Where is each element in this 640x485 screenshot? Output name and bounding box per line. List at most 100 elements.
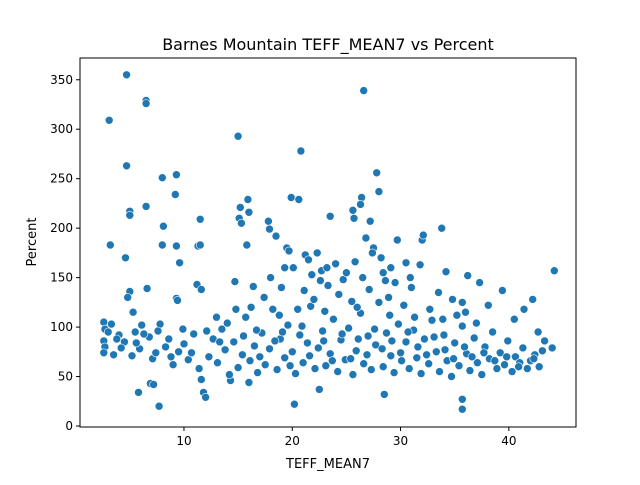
data-point-140 (253, 368, 262, 377)
data-point-292 (376, 253, 386, 263)
data-point-245 (403, 327, 413, 337)
data-point-101 (154, 401, 164, 411)
data-point-170 (366, 365, 376, 374)
data-point-160 (329, 314, 338, 324)
data-point-127 (194, 364, 204, 373)
data-point-231 (278, 327, 287, 337)
y-tick-label-0: 0 (65, 419, 73, 433)
data-point-277 (472, 318, 481, 328)
data-point-34 (159, 221, 168, 231)
data-point-53 (441, 267, 451, 277)
data-point-20 (294, 195, 304, 204)
data-point-59 (549, 266, 559, 276)
data-point-250 (449, 354, 458, 364)
data-point-186 (427, 315, 437, 325)
data-point-206 (503, 336, 513, 346)
data-point-172 (374, 298, 384, 307)
data-point-71 (307, 270, 317, 280)
data-point-4 (122, 161, 131, 171)
data-point-247 (422, 350, 431, 360)
data-point-164 (344, 323, 353, 333)
data-point-229 (255, 352, 265, 362)
data-point-278 (212, 312, 221, 322)
data-point-239 (353, 334, 363, 344)
data-point-75 (378, 268, 388, 278)
data-point-111 (457, 394, 467, 404)
data-point-143 (265, 344, 274, 354)
data-point-191 (447, 372, 456, 381)
data-point-260 (299, 286, 309, 295)
data-point-29 (437, 223, 447, 233)
data-point-276 (452, 310, 462, 320)
data-point-166 (351, 346, 361, 356)
data-point-67 (230, 277, 240, 286)
data-point-97 (130, 327, 140, 337)
data-point-266 (399, 300, 409, 310)
data-point-54 (463, 271, 473, 280)
data-point-51 (401, 258, 411, 268)
data-point-187 (431, 347, 441, 357)
data-point-220 (139, 329, 149, 339)
data-point-230 (270, 336, 280, 346)
data-point-56 (498, 286, 507, 295)
data-point-171 (371, 340, 381, 350)
data-point-184 (420, 334, 429, 344)
data-point-10 (141, 202, 151, 211)
data-point-149 (287, 347, 297, 357)
data-point-123 (174, 347, 183, 357)
data-point-267 (425, 304, 435, 314)
data-point-225 (215, 337, 224, 347)
data-point-236 (327, 356, 337, 366)
data-point-293 (386, 263, 396, 273)
data-point-21 (325, 212, 335, 221)
data-point-223 (187, 348, 196, 358)
data-point-208 (511, 352, 520, 362)
data-point-233 (297, 321, 307, 331)
data-point-125 (184, 355, 193, 365)
data-point-77 (407, 283, 416, 292)
data-points (99, 70, 559, 414)
data-point-150 (291, 369, 300, 378)
data-point-5 (233, 131, 243, 141)
y-axis-label: Percent (25, 218, 40, 267)
data-point-104 (201, 392, 210, 402)
data-point-221 (153, 326, 163, 336)
y-tick-label-350: 350 (50, 73, 73, 87)
data-point-0 (122, 70, 131, 80)
data-point-76 (390, 278, 400, 287)
data-point-285 (405, 273, 415, 282)
data-point-25 (374, 187, 384, 196)
data-point-33 (158, 240, 167, 250)
data-point-144 (268, 304, 278, 314)
data-point-148 (283, 320, 293, 330)
data-point-85 (540, 336, 549, 346)
y-tick-label-50: 50 (58, 370, 73, 384)
data-point-177 (394, 319, 403, 329)
data-point-100 (149, 380, 158, 389)
data-point-243 (387, 336, 397, 346)
data-point-64 (173, 296, 182, 305)
y-tick-label-250: 250 (50, 172, 73, 186)
data-point-178 (397, 356, 406, 366)
data-point-32 (106, 240, 115, 250)
data-point-155 (310, 364, 320, 373)
data-point-118 (151, 348, 161, 358)
data-point-232 (285, 361, 295, 371)
data-point-35 (172, 241, 181, 251)
data-point-228 (252, 325, 261, 335)
data-point-153 (303, 338, 312, 348)
data-point-16 (237, 218, 246, 228)
data-point-291 (368, 248, 377, 258)
data-point-3 (141, 99, 151, 108)
data-point-24 (372, 168, 382, 178)
data-point-158 (321, 361, 331, 371)
data-point-152 (298, 358, 308, 368)
data-point-120 (161, 342, 170, 352)
data-point-205 (500, 360, 509, 370)
data-point-262 (334, 290, 344, 299)
data-point-128 (204, 352, 214, 362)
data-point-109 (314, 385, 324, 394)
x-tick-label-20: 20 (285, 434, 300, 448)
data-point-60 (142, 284, 152, 293)
data-point-38 (121, 253, 130, 263)
